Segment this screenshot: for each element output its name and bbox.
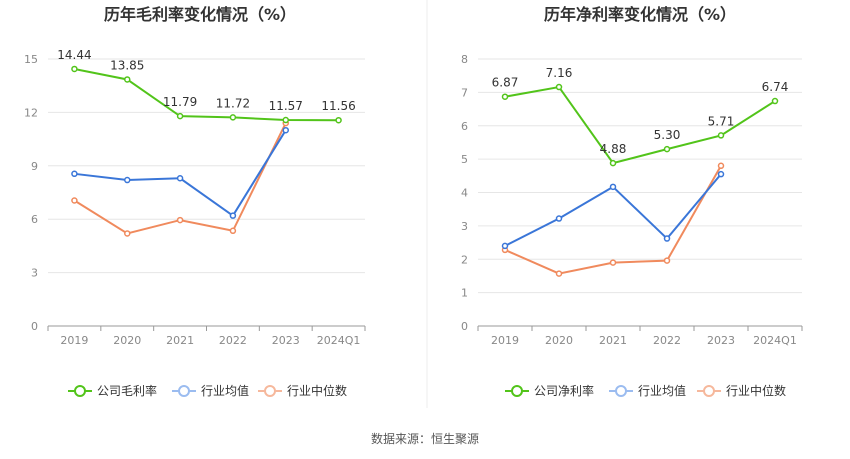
data-label: 13.85: [110, 58, 144, 72]
legend-label: 公司净利率: [534, 383, 594, 398]
data-point: [71, 170, 78, 178]
data-label: 11.72: [216, 96, 250, 110]
data-point: [124, 176, 131, 184]
x-tick-label: 2022: [219, 334, 247, 347]
series-line-1: [74, 129, 287, 218]
data-point: [176, 112, 184, 120]
data-label: 6.87: [492, 76, 519, 90]
legend-marker: [703, 385, 715, 397]
data-point: [717, 170, 725, 178]
data-point: [663, 145, 671, 153]
data-label: 11.56: [321, 99, 355, 113]
x-tick-label: 2023: [272, 334, 300, 347]
y-tick-label: 12: [24, 106, 38, 119]
net-margin-chart: 0 1 2 3 4 5 6 7 8 2019 2020 2021 2022 2023 2024Q1 6.87 7…: [461, 53, 803, 398]
data-point: [124, 230, 131, 237]
series-line-0: [74, 67, 339, 122]
data-point: [771, 97, 779, 105]
data-label: 5.30: [654, 128, 681, 142]
data-point: [501, 242, 509, 250]
series-line-0: [504, 85, 776, 165]
data-point: [71, 65, 78, 73]
gross-margin-chart-title: 历年毛利率变化情况（%）: [104, 5, 296, 24]
net-margin-chart-title: 历年净利率变化情况（%）: [544, 5, 736, 24]
legend-label: 行业中位数: [726, 383, 786, 398]
data-point: [717, 132, 725, 139]
legend-label: 公司毛利率: [97, 383, 157, 398]
y-tick-label: 4: [461, 187, 468, 200]
data-point: [335, 116, 342, 124]
x-tick-label: 2024Q1: [317, 334, 361, 347]
legend-marker: [264, 385, 276, 397]
data-point: [555, 270, 563, 277]
data-label: 5.71: [708, 114, 735, 128]
data-point: [229, 212, 237, 219]
legend-marker: [178, 385, 190, 397]
y-tick-label: 5: [461, 153, 468, 166]
y-tick-label: 1: [461, 287, 468, 300]
data-point: [555, 215, 563, 222]
y-tick-label: 2: [461, 253, 468, 266]
x-tick-label: 2019: [60, 334, 88, 347]
legend-label: 行业中位数: [287, 383, 347, 398]
y-tick-label: 3: [461, 220, 468, 233]
y-tick-label: 9: [31, 160, 38, 173]
y-tick-label: 6: [461, 120, 468, 133]
data-point: [176, 216, 184, 224]
data-point: [229, 227, 237, 235]
data-label: 6.74: [762, 80, 789, 94]
data-point: [609, 259, 617, 266]
y-tick-label: 6: [31, 213, 38, 226]
x-tick-label: 2020: [113, 334, 141, 347]
data-point: [663, 257, 671, 264]
x-tick-label: 2021: [166, 334, 194, 347]
data-point: [555, 83, 563, 91]
x-tick-label: 2019: [491, 334, 519, 347]
data-label: 4.88: [600, 142, 627, 156]
gross-margin-chart: 0 3 6 9 12 15 2019 2020 2021 2022 2023 2024Q1 14.44 1…: [24, 48, 366, 398]
data-point: [282, 116, 289, 124]
legend-marker: [74, 385, 86, 397]
data-point: [124, 76, 131, 83]
legend-label: 行业均值: [638, 383, 686, 398]
data-point: [282, 126, 289, 134]
data-label: 7.16: [546, 66, 573, 80]
x-tick-label: 2020: [545, 334, 573, 347]
data-point: [71, 197, 78, 204]
x-tick-label: 2023: [707, 334, 735, 347]
data-point: [717, 162, 725, 170]
y-tick-label: 7: [461, 86, 468, 99]
data-label: 11.57: [269, 99, 303, 113]
data-point: [663, 235, 671, 242]
data-point: [501, 93, 509, 100]
y-tick-label: 0: [31, 320, 38, 333]
legend-marker: [615, 385, 627, 397]
data-point: [229, 114, 237, 121]
data-label: 14.44: [57, 48, 91, 62]
data-label: 11.79: [163, 95, 197, 109]
data-point: [176, 175, 184, 182]
legend-marker: [511, 385, 523, 397]
y-tick-label: 15: [24, 53, 38, 66]
series-line-2: [504, 165, 722, 275]
y-tick-label: 0: [461, 320, 468, 333]
data-source-note: 数据来源：恒生聚源: [371, 431, 479, 446]
legend-label: 行业均值: [201, 383, 249, 398]
y-tick-label: 8: [461, 53, 468, 66]
y-tick-label: 3: [31, 267, 38, 280]
data-point: [609, 183, 617, 191]
x-tick-label: 2021: [599, 334, 627, 347]
x-tick-label: 2022: [653, 334, 681, 347]
x-tick-label: 2024Q1: [753, 334, 797, 347]
data-point: [609, 159, 617, 167]
